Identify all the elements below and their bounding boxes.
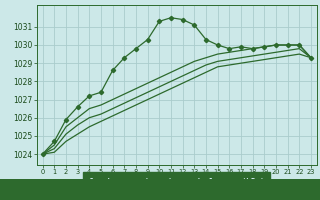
- X-axis label: Graphe pression niveau de la mer (hPa): Graphe pression niveau de la mer (hPa): [89, 178, 265, 187]
